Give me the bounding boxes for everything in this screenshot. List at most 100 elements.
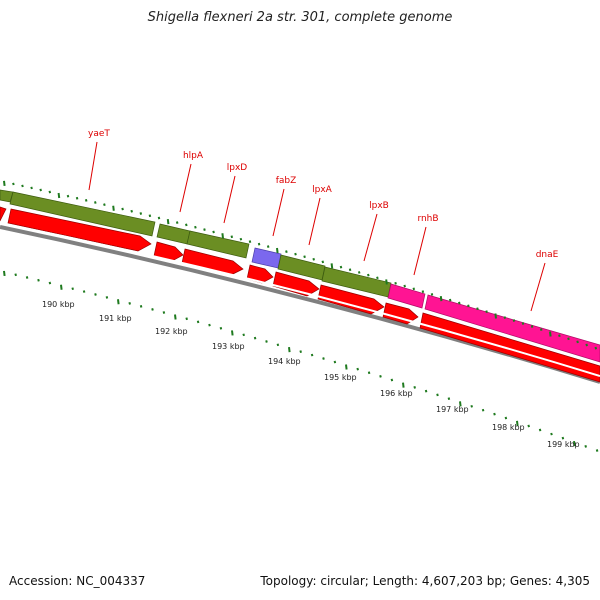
accession-label: Accession: NC_004337	[9, 574, 146, 588]
gene-label-lpxA: lpxA	[312, 185, 333, 195]
scale-labels: 190 kbp 191 kbp 192 kbp 193 kbp 194 kbp 195 k…	[42, 300, 580, 449]
major-tick	[402, 382, 405, 388]
scale-label: 198 kbp	[492, 423, 525, 432]
feature-hlpA[interactable]	[156, 223, 191, 245]
scale-label: 193 kbp	[212, 342, 245, 351]
minor-tick	[103, 203, 106, 207]
minor-tick	[285, 250, 288, 253]
minor-tick	[357, 271, 361, 274]
minor-tick	[447, 397, 451, 401]
minor-tick	[321, 260, 325, 264]
minor-tick	[576, 340, 579, 344]
minor-tick	[367, 371, 371, 375]
minor-tick	[12, 182, 15, 186]
major-tick	[385, 279, 388, 285]
leader-line	[223, 175, 236, 224]
scale-label: 197 kbp	[436, 405, 469, 414]
scale-label: 195 kbp	[324, 373, 357, 382]
tick-row-upper	[3, 180, 598, 350]
feature-red-4[interactable]	[181, 248, 244, 276]
feature-red-5[interactable]	[246, 264, 274, 284]
gene-label-lpxB: lpxB	[369, 201, 389, 211]
scale-label: 199 kbp	[547, 440, 580, 449]
gene-label-hlpA: hlpA	[183, 151, 204, 161]
minor-tick	[299, 350, 302, 353]
minor-tick	[248, 240, 252, 244]
major-tick	[231, 330, 234, 336]
minor-tick	[303, 255, 306, 259]
minor-tick	[294, 252, 297, 256]
minor-tick	[208, 323, 211, 327]
gene-label-lpxD: lpxD	[227, 163, 248, 173]
minor-tick	[219, 326, 223, 330]
major-tick	[459, 401, 462, 407]
feature-yaeT-main[interactable]	[9, 191, 156, 237]
minor-tick	[75, 196, 79, 200]
minor-tick	[175, 221, 179, 224]
minor-tick	[212, 230, 215, 234]
feature-rnhB[interactable]	[387, 283, 426, 309]
major-tick	[573, 441, 576, 447]
scale-label: 191 kbp	[99, 314, 132, 323]
minor-tick	[530, 325, 534, 328]
minor-tick	[230, 235, 234, 239]
feature-red-6[interactable]	[272, 271, 320, 297]
minor-tick	[157, 216, 161, 220]
major-tick	[112, 205, 115, 211]
minor-tick	[585, 343, 588, 347]
feature-red-1[interactable]	[0, 206, 7, 222]
minor-tick	[37, 278, 40, 282]
minor-tick	[148, 214, 152, 218]
major-tick	[288, 346, 291, 353]
minor-tick	[379, 374, 382, 378]
minor-tick	[470, 404, 473, 408]
minor-tick	[310, 353, 314, 357]
minor-tick	[239, 237, 243, 241]
minor-tick	[66, 194, 70, 198]
minor-tick	[436, 393, 439, 397]
minor-tick	[467, 304, 470, 308]
minor-tick	[567, 337, 570, 341]
major-tick	[3, 180, 6, 186]
minor-tick	[253, 336, 257, 340]
minor-tick	[194, 225, 197, 229]
leader-line	[413, 226, 427, 276]
minor-tick	[71, 287, 74, 291]
major-tick	[439, 296, 443, 302]
minor-tick	[527, 424, 530, 428]
feature-dnaE[interactable]	[424, 294, 600, 363]
minor-tick	[485, 310, 488, 314]
minor-tick	[356, 367, 359, 371]
minor-tick	[413, 386, 416, 389]
minor-tick	[584, 445, 587, 448]
major-tick	[276, 247, 279, 254]
minor-tick	[121, 207, 124, 211]
minor-tick	[412, 287, 416, 291]
minor-tick	[105, 296, 109, 299]
leader-line	[88, 141, 98, 191]
minor-tick	[348, 268, 352, 272]
minor-tick	[521, 322, 525, 325]
minor-tick	[504, 416, 508, 420]
minor-tick	[512, 319, 516, 322]
minor-tick	[203, 228, 206, 231]
minor-tick	[458, 301, 461, 305]
scale-label: 190 kbp	[42, 300, 75, 309]
scale-label: 192 kbp	[155, 327, 188, 336]
feature-red-3[interactable]	[153, 241, 184, 262]
major-tick	[494, 313, 497, 319]
major-tick	[117, 299, 120, 305]
feature-yaeT[interactable]	[0, 189, 14, 203]
major-tick	[60, 284, 63, 290]
feature-red-2[interactable]	[7, 208, 152, 252]
minor-tick	[424, 389, 428, 393]
feature-lpxD[interactable]	[186, 230, 250, 259]
map-title: Shigella flexneri 2a str. 301, complete …	[147, 10, 453, 25]
minor-tick	[139, 305, 143, 308]
leader-line	[363, 213, 378, 262]
minor-tick	[390, 378, 394, 382]
minor-tick	[538, 428, 542, 432]
minor-tick	[265, 340, 268, 343]
minor-tick	[151, 308, 154, 311]
